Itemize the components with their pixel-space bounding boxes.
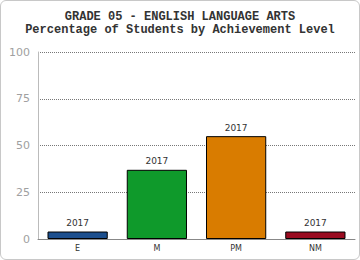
svg-text:PM: PM bbox=[230, 244, 242, 253]
svg-text:75: 75 bbox=[16, 92, 30, 105]
svg-text:50: 50 bbox=[16, 139, 30, 152]
svg-text:0: 0 bbox=[23, 233, 30, 246]
svg-text:E: E bbox=[75, 244, 80, 253]
svg-text:NM: NM bbox=[309, 244, 322, 253]
svg-text:GRADE 05 - ENGLISH LANGUAGE AR: GRADE 05 - ENGLISH LANGUAGE ARTS bbox=[65, 10, 295, 24]
svg-text:Percentage of Students by Achi: Percentage of Students by Achievement Le… bbox=[25, 23, 335, 37]
svg-text:2017: 2017 bbox=[304, 218, 327, 228]
svg-text:25: 25 bbox=[16, 186, 30, 199]
svg-text:2017: 2017 bbox=[66, 218, 89, 228]
svg-text:2017: 2017 bbox=[145, 156, 168, 166]
svg-text:M: M bbox=[153, 244, 160, 253]
svg-text:2017: 2017 bbox=[225, 123, 248, 133]
svg-text:100: 100 bbox=[9, 46, 30, 59]
